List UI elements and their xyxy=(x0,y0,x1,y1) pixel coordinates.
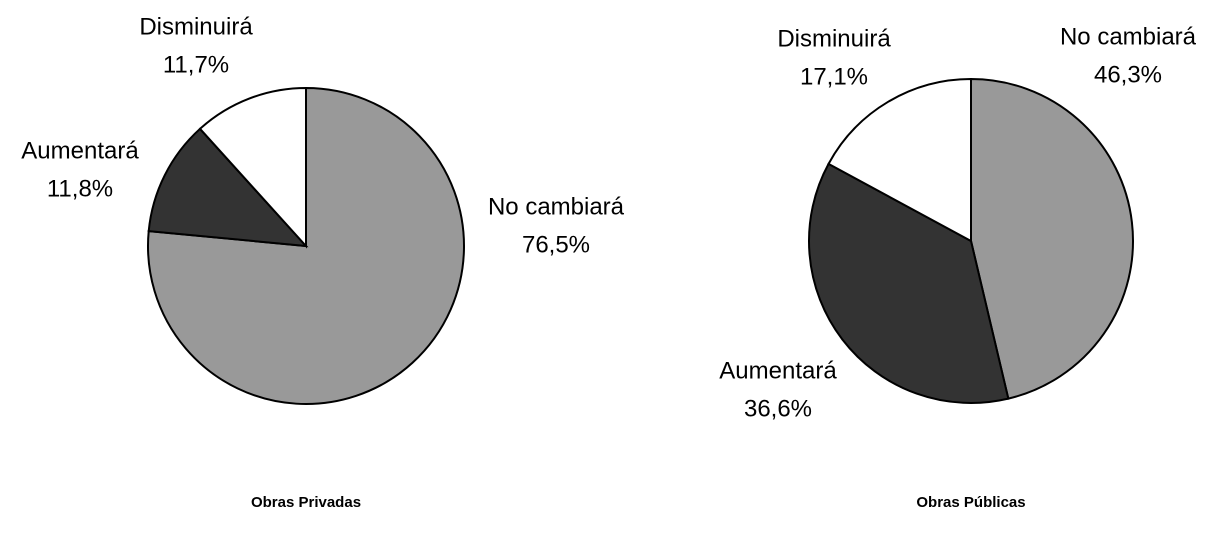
slice-value-label: 11,8% xyxy=(47,175,113,202)
slice-value-label: 11,7% xyxy=(163,51,229,78)
pie-slice xyxy=(147,127,309,248)
pie-slice xyxy=(970,77,1134,400)
pie-slice xyxy=(827,77,972,243)
slice-label: Aumentará xyxy=(719,357,837,384)
chart-title: Obras Públicas xyxy=(916,494,1025,511)
slice-label: No cambiará xyxy=(1060,23,1197,50)
slice-label: No cambiará xyxy=(488,193,625,220)
slice-value-label: 76,5% xyxy=(522,231,590,258)
slice-label: Disminuirá xyxy=(139,13,253,40)
slice-value-label: 36,6% xyxy=(744,395,812,422)
slice-value-label: 46,3% xyxy=(1094,61,1162,88)
slice-label: Disminuirá xyxy=(777,25,891,52)
slice-label: Aumentará xyxy=(21,137,139,164)
pie-slice xyxy=(198,86,307,249)
slice-value-label: 17,1% xyxy=(800,63,868,90)
chart-title: Obras Privadas xyxy=(251,494,361,511)
pie-slice xyxy=(808,162,1010,404)
